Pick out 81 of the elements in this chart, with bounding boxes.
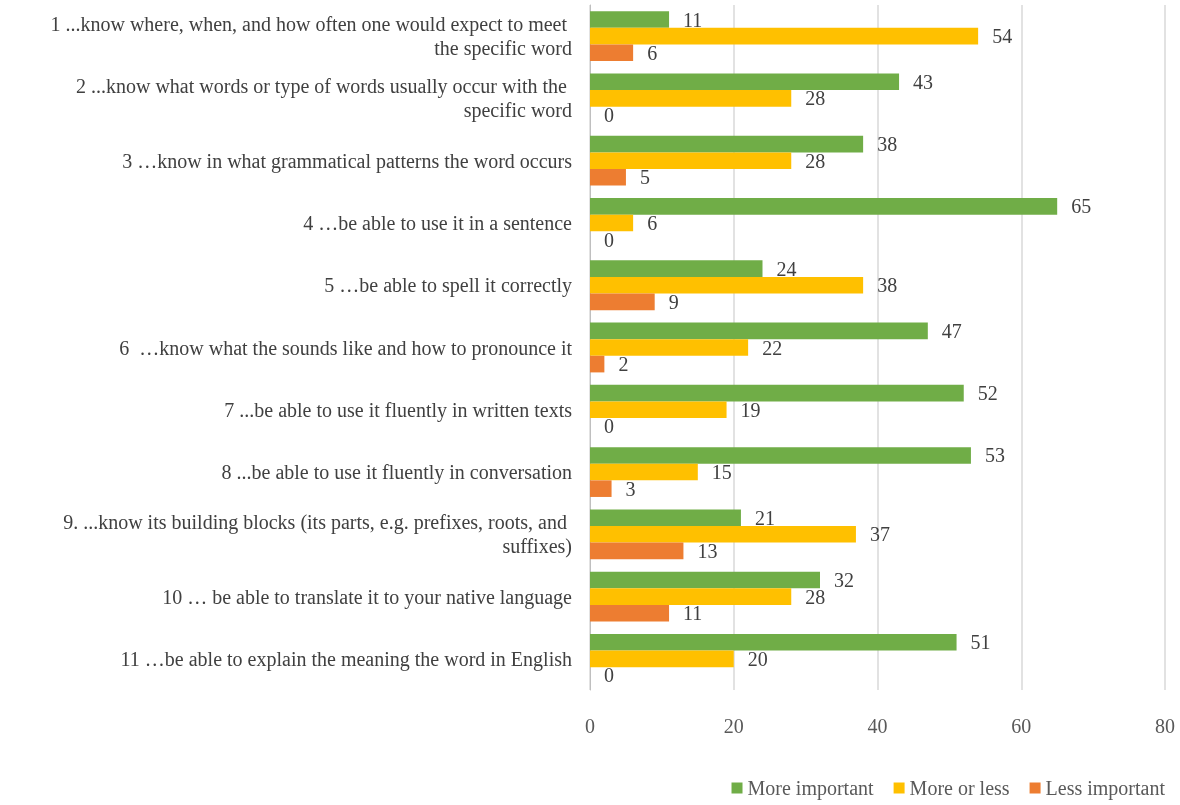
bar — [590, 401, 727, 419]
bar — [590, 135, 864, 153]
data-label: 2 — [618, 353, 629, 376]
data-label: 28 — [805, 585, 826, 608]
data-label: 0 — [604, 664, 614, 687]
data-label: 37 — [869, 523, 890, 546]
bar — [590, 90, 792, 107]
bar — [590, 152, 792, 169]
data-label: 53 — [984, 444, 1005, 467]
data-label: 6 — [647, 41, 658, 64]
bar — [590, 168, 626, 186]
data-label: 54 — [992, 25, 1013, 48]
bar — [590, 509, 741, 527]
data-label: 52 — [977, 382, 998, 405]
bar — [590, 73, 900, 91]
x-tick-label: 60 — [1011, 715, 1032, 737]
data-label: 65 — [1071, 195, 1092, 218]
legend-label: More important — [747, 777, 875, 800]
data-label: 47 — [941, 319, 962, 342]
data-label: 21 — [754, 506, 775, 529]
bar — [590, 260, 763, 277]
bar — [590, 293, 655, 311]
y-tick-label: 9. ...know its building blocks (its parts, e.g. prefixes, roots, and suffixes) — [63, 511, 572, 559]
data-label: 51 — [970, 631, 991, 654]
bar — [590, 198, 1058, 215]
bar — [590, 650, 734, 668]
y-tick-label: 10 … be able to translate it to your native language — [162, 585, 573, 609]
legend-label: More or less — [909, 777, 1010, 799]
data-label: 22 — [762, 336, 783, 359]
bar — [590, 633, 957, 651]
data-label: 0 — [604, 415, 614, 438]
bar — [590, 44, 634, 62]
y-tick-label: 2 ...know what words or type of words usually occur with the specific word — [75, 75, 572, 123]
bar — [590, 463, 698, 481]
data-label: 32 — [834, 568, 854, 591]
bar — [590, 214, 634, 232]
bar — [590, 27, 979, 45]
bar — [590, 604, 670, 622]
y-tick-label: 5 …be able to spell it correctly — [324, 274, 572, 298]
data-label: 38 — [877, 274, 898, 297]
bar — [590, 542, 684, 560]
bar — [590, 276, 864, 294]
data-label: 24 — [776, 257, 797, 280]
bar — [590, 384, 964, 402]
y-tick-label: 6 …know what the sounds like and how to pronounce it — [119, 336, 573, 360]
x-tick-label: 80 — [1155, 715, 1175, 737]
bar — [590, 355, 605, 373]
data-label: 11 — [683, 602, 703, 625]
data-label: 11 — [683, 8, 703, 31]
legend-label: Less important — [1045, 777, 1166, 800]
bar — [590, 588, 792, 605]
y-tick-label: 11 …be able to explain the meaning the word in English — [120, 647, 572, 671]
bar — [590, 322, 928, 340]
x-tick-label: 40 — [867, 715, 888, 737]
x-tick-label: 20 — [723, 715, 744, 737]
data-label: 38 — [877, 133, 898, 156]
y-tick-label: 8 ...be able to use it fluently in conversation — [221, 461, 572, 485]
x-tick-label: 0 — [585, 715, 595, 737]
data-label: 3 — [625, 477, 636, 500]
data-label: 0 — [604, 228, 614, 251]
data-label: 5 — [639, 166, 650, 189]
bar — [590, 339, 749, 356]
data-label: 15 — [711, 461, 732, 484]
bar — [590, 447, 971, 464]
data-label: 0 — [604, 104, 614, 127]
data-label: 20 — [747, 647, 768, 670]
bar — [590, 480, 612, 497]
bar — [590, 571, 820, 589]
bar — [590, 11, 670, 28]
y-tick-label: 3 …know in what grammatical patterns the word occurs — [122, 149, 573, 173]
data-label: 43 — [913, 70, 934, 93]
data-label: 19 — [740, 398, 761, 421]
y-tick-label: 7 ...be able to use it fluently in written texts — [224, 398, 573, 422]
data-label: 13 — [697, 539, 718, 562]
data-label: 6 — [647, 211, 658, 234]
data-label: 28 — [805, 149, 826, 172]
y-tick-label: 4 …be able to use it in a sentence — [303, 211, 573, 234]
data-label: 28 — [805, 87, 826, 110]
data-label: 9 — [668, 290, 679, 313]
y-tick-label: 1 ...know where, when, and how often one would expect to meet the specific word — [50, 13, 572, 61]
bar — [590, 526, 856, 543]
